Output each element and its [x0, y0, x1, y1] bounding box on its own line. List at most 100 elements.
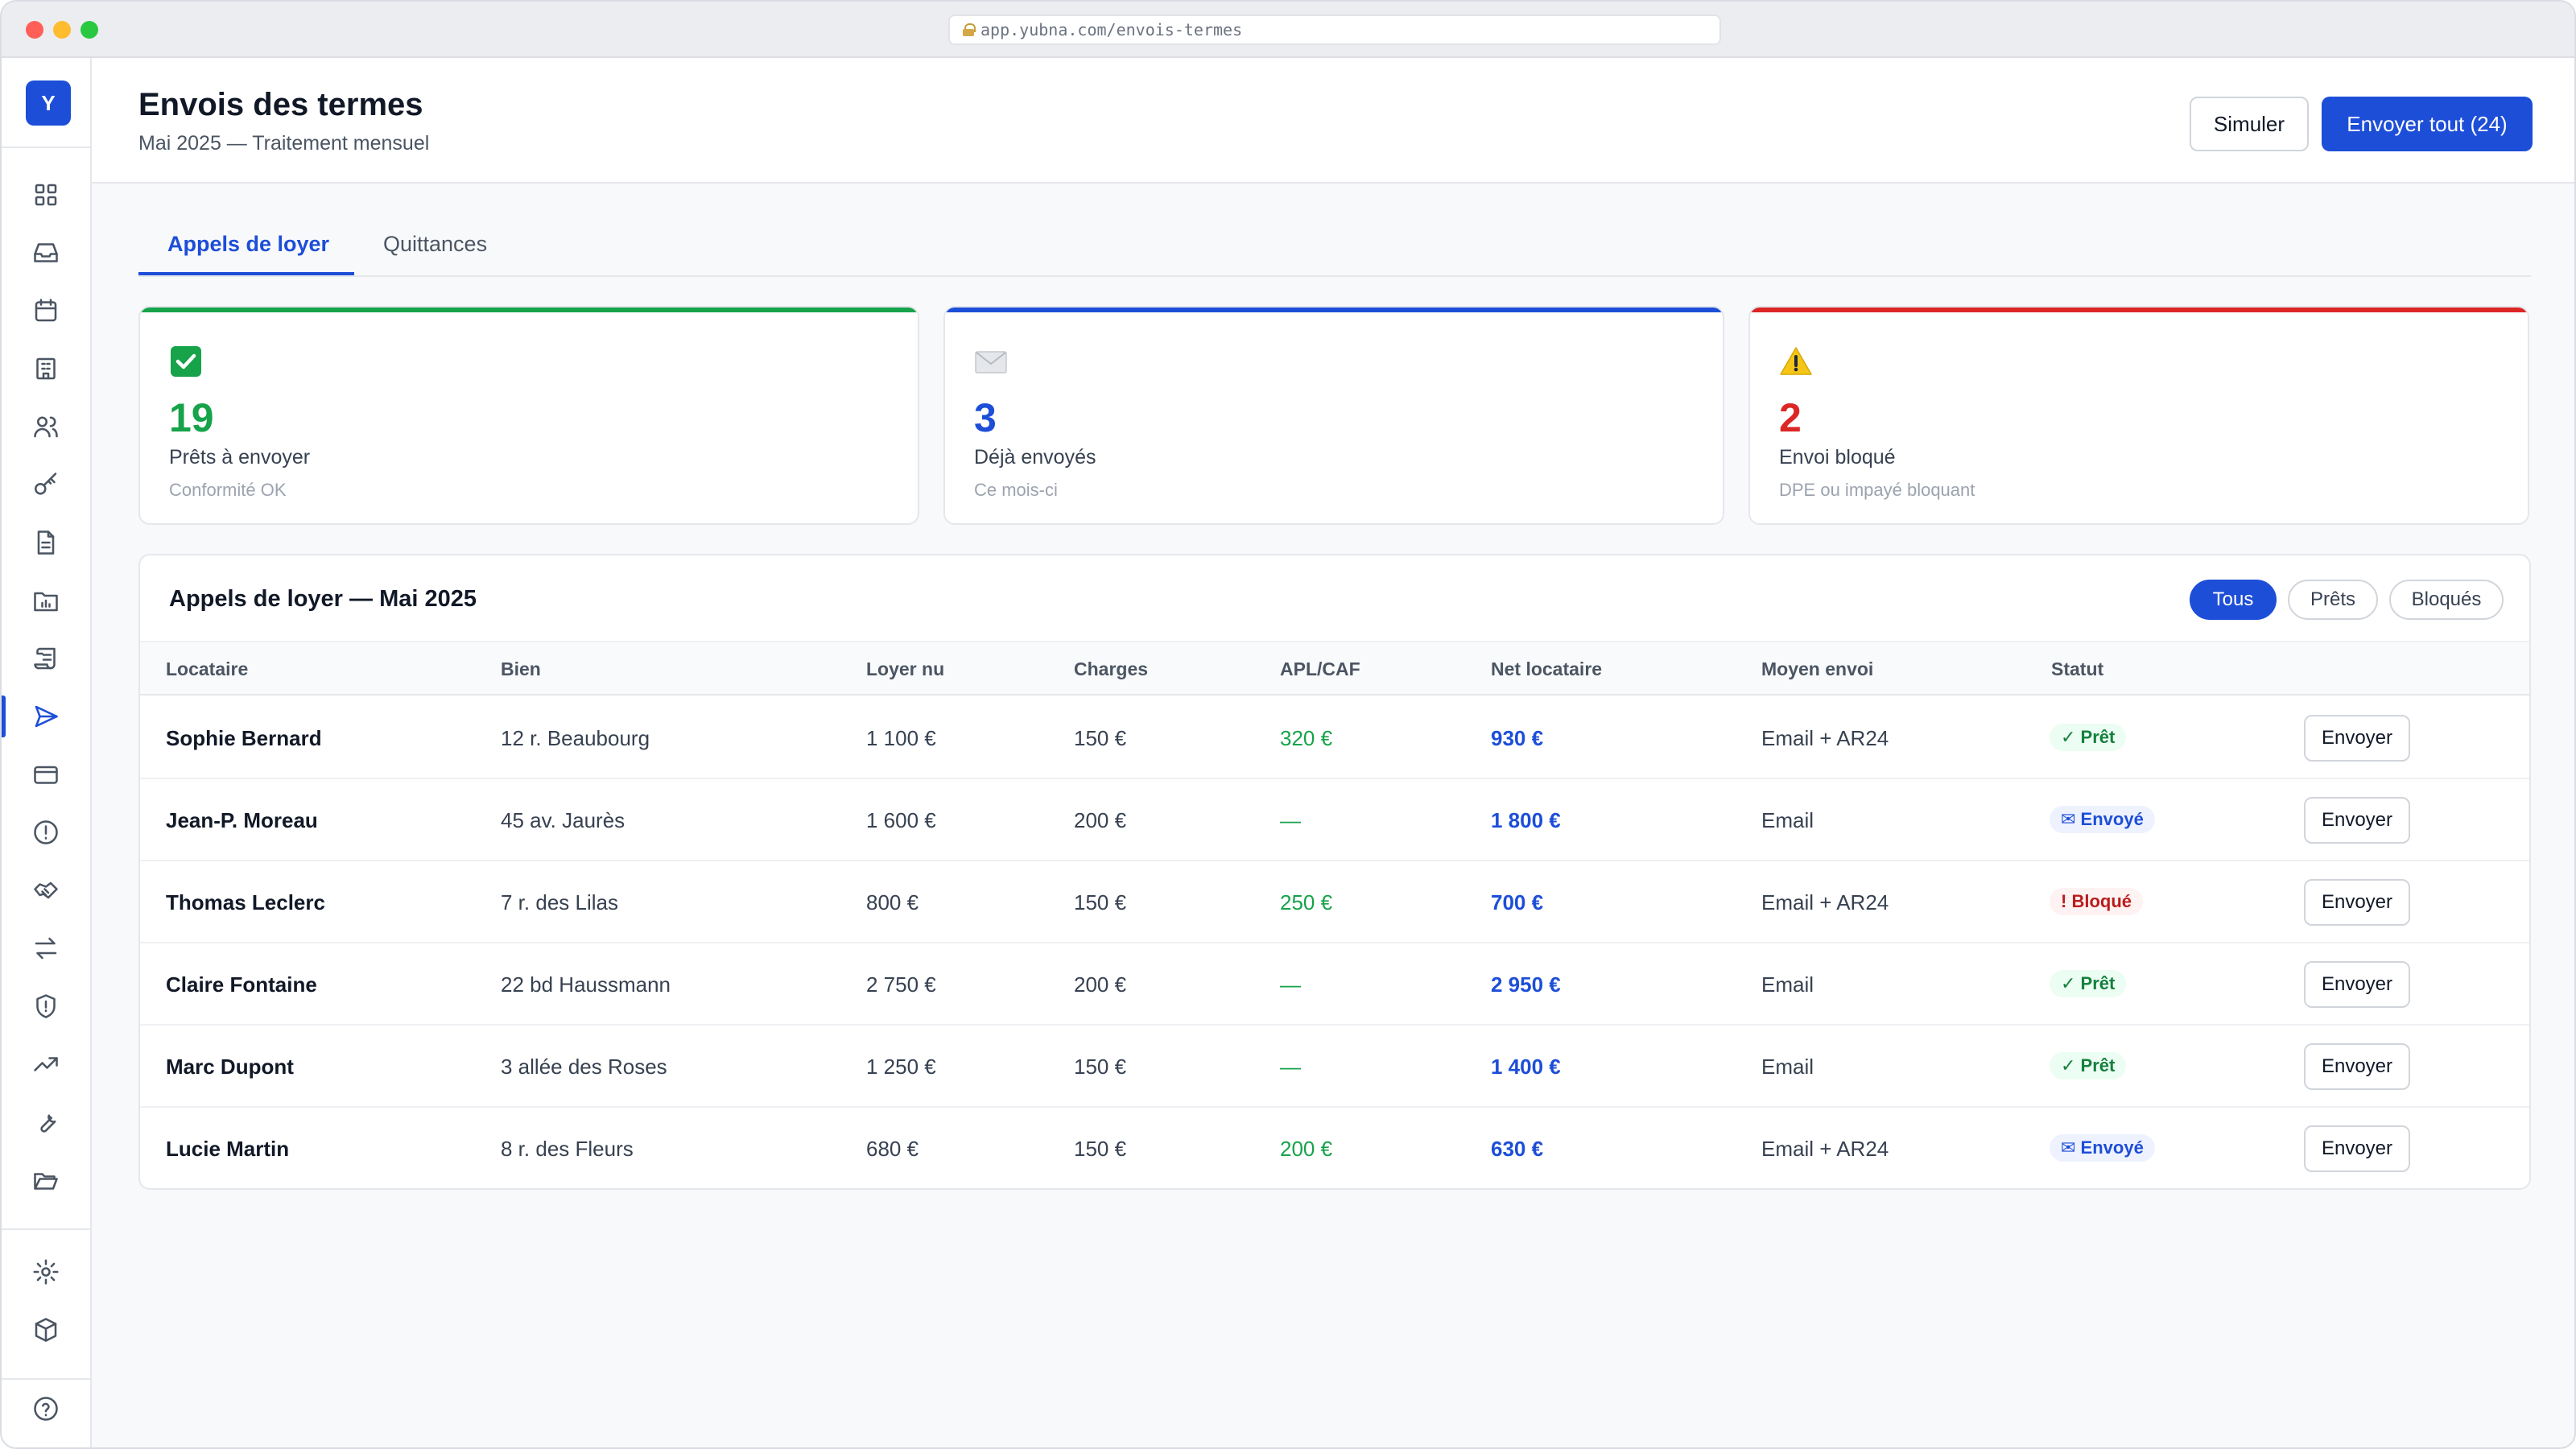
send-icon	[35, 705, 58, 728]
tenant-name: Thomas Leclerc	[166, 890, 325, 914]
stat-sublabel: Conformité OK	[169, 480, 287, 500]
apl-amount: 250 €	[1280, 890, 1333, 914]
send-row-button[interactable]: Envoyer	[2304, 715, 2410, 762]
send-method: Email	[1761, 1055, 1814, 1079]
document-icon	[37, 530, 55, 555]
send-row-button[interactable]: Envoyer	[2304, 879, 2410, 926]
table-header: Locataire Bien Loyer nu Charges APL/CAF …	[140, 641, 2529, 696]
sidebar-divider	[2, 1228, 90, 1230]
tab-rent-calls[interactable]: Appels de loyer	[167, 232, 330, 256]
sidebar-item-agreements[interactable]	[2, 865, 90, 916]
stat-card-sent: 3 Déjà envoyés Ce mois-ci	[943, 306, 1724, 525]
tenant-name: Lucie Martin	[166, 1137, 290, 1161]
sidebar-item-sending[interactable]	[2, 691, 90, 742]
property-address: 3 allée des Roses	[501, 1055, 667, 1079]
net-amount: 1 400 €	[1491, 1055, 1561, 1079]
sidebar-item-integrations[interactable]	[2, 1304, 90, 1356]
app-logo[interactable]: Y	[26, 80, 71, 126]
transfer-icon	[35, 937, 57, 960]
stat-value: 2	[1779, 395, 1802, 440]
net-amount: 1 800 €	[1491, 808, 1561, 832]
sidebar-item-dashboard[interactable]	[2, 169, 90, 221]
charges-amount: 150 €	[1074, 1055, 1127, 1079]
status-badge: ✓ Prêt	[2050, 724, 2127, 751]
table-row: Claire Fontaine 22 bd Haussmann 2 750 € …	[140, 943, 2529, 1026]
tab-receipts[interactable]: Quittances	[383, 232, 488, 256]
send-row-button[interactable]: Envoyer	[2304, 797, 2410, 844]
apl-amount: 200 €	[1280, 1137, 1333, 1161]
sidebar-item-keys[interactable]	[2, 459, 90, 510]
calendar-icon	[35, 299, 57, 322]
property-address: 22 bd Haussmann	[501, 972, 671, 997]
property-address: 45 av. Jaurès	[501, 808, 625, 832]
card-accent	[140, 308, 918, 312]
envelope-icon	[975, 351, 1007, 374]
sidebar-item-documents[interactable]	[2, 517, 90, 568]
sidebar-item-maintenance[interactable]	[2, 1096, 90, 1148]
sidebar-item-settings[interactable]	[2, 1246, 90, 1298]
shield-icon	[36, 994, 56, 1018]
send-method: Email + AR24	[1761, 726, 1889, 750]
page-title: Envois des termes	[138, 87, 423, 122]
scroll-icon	[34, 647, 56, 670]
sidebar-divider	[2, 1378, 90, 1380]
tenant-name: Jean-P. Moreau	[166, 808, 318, 832]
sidebar-item-files[interactable]	[2, 1154, 90, 1206]
card-accent	[945, 308, 1723, 312]
filter-blocked[interactable]: Bloqués	[2389, 580, 2504, 620]
folder-chart-icon	[34, 592, 58, 612]
sidebar-item-analytics[interactable]	[2, 1038, 90, 1090]
tab-bar: Appels de loyer Quittances	[138, 219, 2531, 277]
folder-open-icon	[34, 1173, 58, 1190]
send-row-button[interactable]: Envoyer	[2304, 961, 2410, 1008]
status-badge: ✓ Prêt	[2050, 1052, 2127, 1080]
simulate-button[interactable]: Simuler	[2190, 97, 2309, 151]
send-row-button[interactable]: Envoyer	[2304, 1043, 2410, 1090]
sidebar-item-alerts[interactable]	[2, 807, 90, 858]
sidebar-divider	[2, 147, 90, 148]
rent-amount: 2 750 €	[866, 972, 936, 997]
check-box-icon	[171, 346, 201, 377]
net-amount: 630 €	[1491, 1137, 1544, 1161]
tenant-name: Sophie Bernard	[166, 726, 322, 750]
close-window-button[interactable]	[26, 21, 43, 39]
minimize-window-button[interactable]	[53, 21, 71, 39]
net-amount: 700 €	[1491, 890, 1544, 914]
address-bar[interactable]: app.yubna.com/envois-termes	[948, 14, 1721, 45]
sidebar-item-help[interactable]	[2, 1383, 90, 1435]
sidebar-item-tenants[interactable]	[2, 401, 90, 452]
sidebar-item-payments[interactable]	[2, 749, 90, 800]
sidebar-item-leases[interactable]	[2, 633, 90, 684]
property-address: 8 r. des Fleurs	[501, 1137, 634, 1161]
warning-icon	[1780, 347, 1812, 375]
send-all-button[interactable]: Envoyer tout (24)	[2322, 97, 2533, 151]
property-address: 12 r. Beaubourg	[501, 726, 650, 750]
column-header: Statut	[2051, 658, 2104, 679]
stat-card-blocked: 2 Envoi bloqué DPE ou impayé bloquant	[1748, 306, 2529, 525]
charges-amount: 200 €	[1074, 808, 1127, 832]
sidebar-item-transfers[interactable]	[2, 923, 90, 974]
settings-icon	[33, 1259, 59, 1285]
sidebar-item-insurance[interactable]	[2, 980, 90, 1032]
sidebar-item-buildings[interactable]	[2, 343, 90, 394]
sidebar-item-reports[interactable]	[2, 575, 90, 626]
status-badge: ✉ Envoyé	[2050, 1134, 2155, 1162]
page-header: Envois des termes Mai 2025 — Traitement …	[92, 58, 2574, 184]
table-row: Thomas Leclerc 7 r. des Lilas 800 € 150 …	[140, 861, 2529, 943]
send-row-button[interactable]: Envoyer	[2304, 1125, 2410, 1172]
sidebar-item-inbox[interactable]	[2, 227, 90, 279]
maximize-window-button[interactable]	[80, 21, 98, 39]
apl-amount: —	[1280, 972, 1301, 997]
stat-card-ready: 19 Prêts à envoyer Conformité OK	[138, 306, 919, 525]
users-icon	[34, 416, 58, 438]
filter-ready[interactable]: Prêts	[2288, 580, 2378, 620]
stat-sublabel: Ce mois-ci	[974, 480, 1058, 500]
apl-amount: —	[1280, 1055, 1301, 1079]
send-method: Email	[1761, 972, 1814, 997]
status-badge: ! Bloqué	[2050, 888, 2143, 915]
filter-all[interactable]: Tous	[2190, 580, 2277, 620]
credit-card-icon	[34, 766, 58, 784]
sidebar-item-calendar[interactable]	[2, 285, 90, 336]
charges-amount: 150 €	[1074, 1137, 1127, 1161]
column-header: Moyen envoi	[1761, 658, 1874, 679]
